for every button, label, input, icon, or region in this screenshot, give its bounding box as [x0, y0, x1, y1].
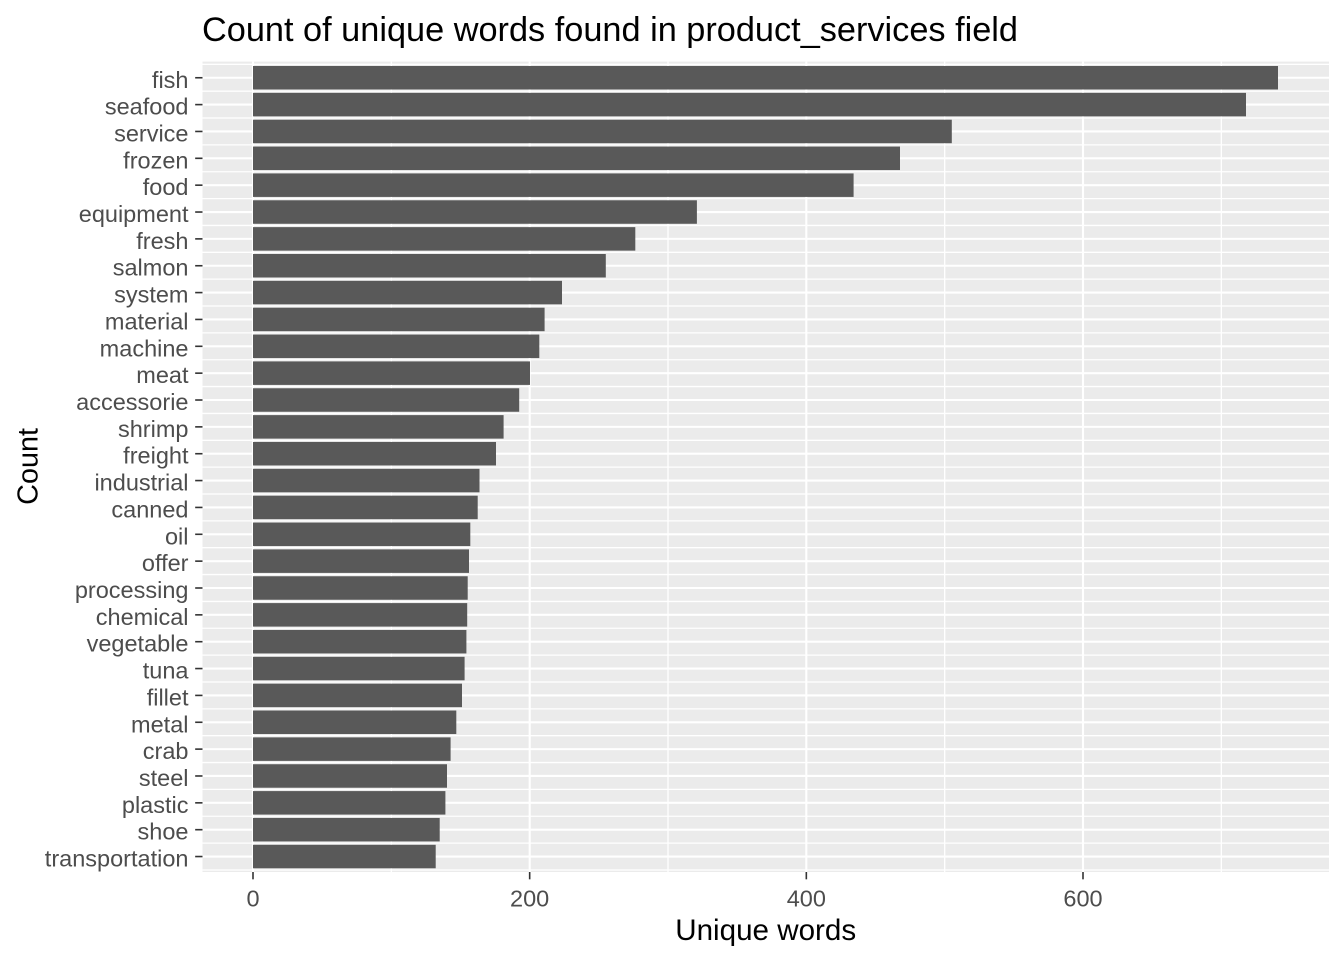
- svg-text:equipment: equipment: [79, 201, 189, 227]
- svg-text:freight: freight: [123, 443, 189, 469]
- svg-text:oil: oil: [165, 523, 189, 549]
- svg-text:transportation: transportation: [45, 846, 189, 872]
- svg-text:200: 200: [510, 886, 549, 912]
- svg-text:processing: processing: [75, 577, 189, 603]
- svg-text:material: material: [105, 308, 189, 334]
- svg-text:vegetable: vegetable: [87, 631, 189, 657]
- svg-text:salmon: salmon: [113, 255, 189, 281]
- svg-text:shoe: shoe: [138, 819, 189, 845]
- svg-text:chemical: chemical: [96, 604, 189, 630]
- svg-text:food: food: [143, 174, 189, 200]
- svg-text:plastic: plastic: [122, 792, 189, 818]
- svg-text:Count of unique words found in: Count of unique words found in product_s…: [202, 11, 1018, 49]
- svg-text:crab: crab: [143, 738, 189, 764]
- svg-text:metal: metal: [131, 711, 188, 737]
- svg-text:fish: fish: [152, 67, 189, 93]
- svg-text:steel: steel: [139, 765, 189, 791]
- svg-text:machine: machine: [100, 335, 189, 361]
- svg-text:600: 600: [1063, 886, 1102, 912]
- svg-text:Unique words: Unique words: [675, 914, 856, 947]
- svg-text:0: 0: [246, 886, 259, 912]
- svg-text:offer: offer: [142, 550, 189, 576]
- svg-text:system: system: [114, 282, 188, 308]
- svg-text:Count: Count: [12, 428, 44, 505]
- svg-text:meat: meat: [136, 362, 189, 388]
- svg-text:shrimp: shrimp: [118, 416, 189, 442]
- svg-text:service: service: [114, 120, 188, 146]
- svg-text:accessorie: accessorie: [76, 389, 188, 415]
- svg-text:400: 400: [787, 886, 826, 912]
- svg-text:tuna: tuna: [143, 658, 190, 684]
- svg-text:canned: canned: [111, 496, 188, 522]
- svg-text:frozen: frozen: [123, 147, 188, 173]
- svg-text:industrial: industrial: [94, 470, 188, 496]
- svg-text:fillet: fillet: [147, 684, 189, 710]
- svg-text:seafood: seafood: [105, 94, 189, 120]
- svg-text:fresh: fresh: [136, 228, 188, 254]
